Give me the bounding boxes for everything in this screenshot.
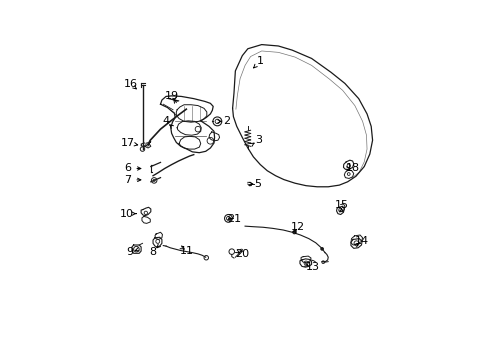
Text: 1: 1 bbox=[256, 56, 263, 66]
Text: 2: 2 bbox=[222, 116, 229, 126]
Circle shape bbox=[320, 247, 323, 250]
Text: 4: 4 bbox=[162, 116, 169, 126]
Text: 5: 5 bbox=[254, 179, 261, 189]
Text: 13: 13 bbox=[305, 262, 319, 272]
Text: 8: 8 bbox=[149, 247, 156, 257]
Text: 10: 10 bbox=[120, 209, 134, 219]
Text: 20: 20 bbox=[234, 249, 248, 260]
Text: 7: 7 bbox=[124, 175, 131, 185]
Text: 3: 3 bbox=[255, 135, 262, 145]
Circle shape bbox=[292, 231, 295, 234]
Text: 19: 19 bbox=[164, 91, 178, 102]
Text: 21: 21 bbox=[226, 214, 241, 224]
Text: 17: 17 bbox=[121, 138, 135, 148]
Text: 16: 16 bbox=[123, 79, 138, 89]
Text: 11: 11 bbox=[180, 246, 193, 256]
Text: 6: 6 bbox=[124, 163, 131, 174]
Text: 15: 15 bbox=[334, 201, 348, 210]
Text: 18: 18 bbox=[346, 163, 360, 174]
Text: 9: 9 bbox=[126, 247, 133, 257]
Text: 14: 14 bbox=[355, 235, 368, 246]
Text: 12: 12 bbox=[291, 222, 305, 232]
